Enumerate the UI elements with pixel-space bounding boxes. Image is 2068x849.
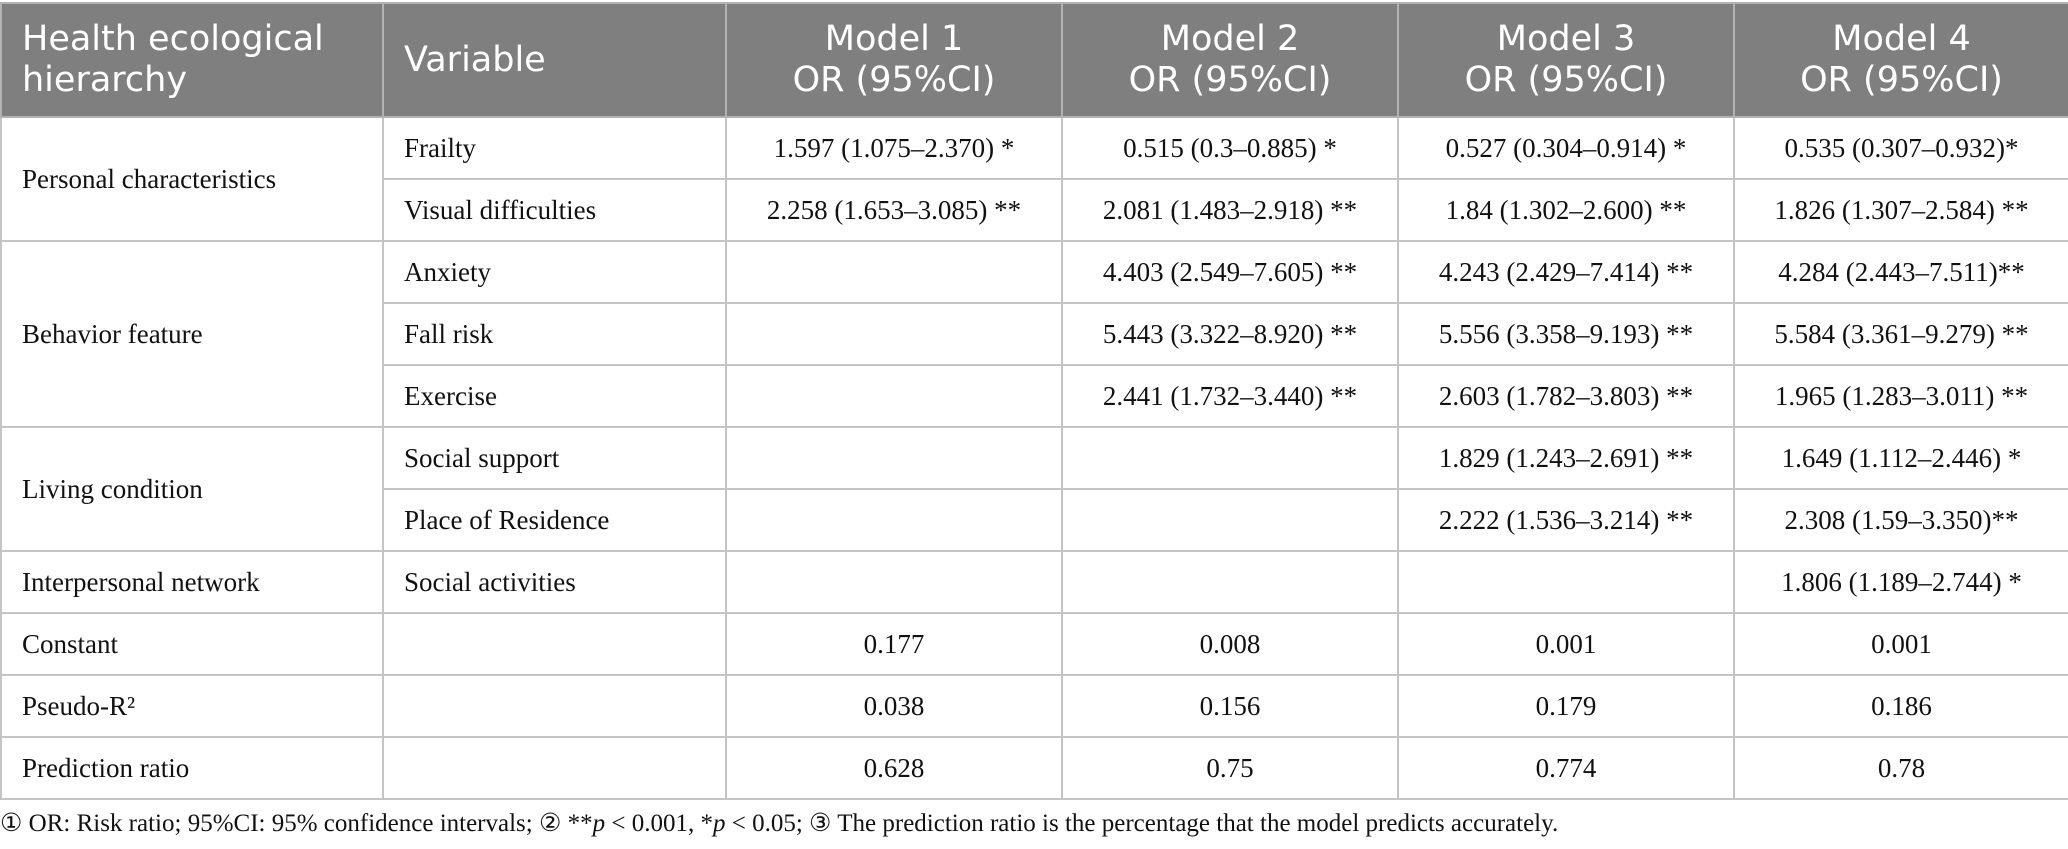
value-cell: 0.038 [725,674,1063,738]
stat-label: Prediction ratio [0,736,384,800]
value-cell: 0.628 [725,736,1063,800]
value-cell: 2.258 (1.653–3.085) ** [725,178,1063,242]
variable-cell: Social activities [382,550,727,614]
stat-label: Pseudo-R² [0,674,384,738]
value-cell [725,240,1063,304]
value-cell: 1.806 (1.189–2.744) * [1733,550,2068,614]
value-cell: 1.965 (1.283–3.011) ** [1733,364,2068,428]
value-cell: 0.774 [1397,736,1735,800]
value-cell [1061,426,1399,490]
table-row: Place of Residence 2.222 (1.536–3.214) *… [1,488,2068,552]
value-cell: 4.243 (2.429–7.414) ** [1397,240,1735,304]
table-row: Interpersonal network Social activities … [0,550,2068,614]
table-row: Visual difficulties 2.258 (1.653–3.085) … [1,178,2068,242]
group-label: Interpersonal network [0,550,384,614]
variable-cell [382,674,727,738]
value-cell [1061,488,1399,552]
value-cell [1061,550,1399,614]
stat-label: Constant [0,612,384,676]
group-label: Living condition [0,426,384,552]
value-cell: 0.78 [1733,736,2068,800]
value-cell: 1.649 (1.112–2.446) * [1733,426,2068,490]
variable-cell: Anxiety [382,240,727,304]
group-label: Behavior feature [0,240,384,428]
header-model-3: Model 3 OR (95%CI) [1397,2,1735,118]
value-cell: 2.441 (1.732–3.440) ** [1061,364,1399,428]
value-cell [725,550,1063,614]
variable-cell [382,736,727,800]
variable-cell: Fall risk [382,302,727,366]
table-row: Exercise 2.441 (1.732–3.440) ** 2.603 (1… [1,364,2068,428]
variable-cell: Social support [382,426,727,490]
value-cell: 0.001 [1397,612,1735,676]
value-cell: 0.527 (0.304–0.914) * [1397,116,1735,180]
variable-cell: Exercise [382,364,727,428]
table-footnote: ① OR: Risk ratio; 95%CI: 95% confidence … [0,810,1559,837]
value-cell: 0.515 (0.3–0.885) * [1061,116,1399,180]
table-header: Health ecological hierarchy Variable Mode… [0,2,2068,118]
value-cell: 2.308 (1.59–3.350)** [1733,488,2068,552]
value-cell [725,302,1063,366]
value-cell [725,364,1063,428]
table-body: Personal characteristics Frailty 1.597 (… [0,116,2068,800]
value-cell: 5.556 (3.358–9.193) ** [1397,302,1735,366]
table-row: Behavior feature Anxiety 4.403 (2.549–7.… [0,240,2068,428]
value-cell: 1.826 (1.307–2.584) ** [1733,178,2068,242]
value-cell: 0.186 [1733,674,2068,738]
value-cell [1397,550,1735,614]
value-cell: 1.829 (1.243–2.691) ** [1397,426,1735,490]
value-cell [725,426,1063,490]
value-cell: 0.75 [1061,736,1399,800]
value-cell: 1.84 (1.302–2.600) ** [1397,178,1735,242]
value-cell: 0.179 [1397,674,1735,738]
value-cell [725,488,1063,552]
table-row: Pseudo-R² 0.038 0.156 0.179 0.186 [0,674,2068,738]
group-label: Personal characteristics [0,116,384,242]
table-row: Personal characteristics Frailty 1.597 (… [0,116,2068,242]
variable-cell: Place of Residence [382,488,727,552]
table-row: Constant 0.177 0.008 0.001 0.001 [0,612,2068,676]
table-row: Fall risk 5.443 (3.322–8.920) ** 5.556 (… [1,302,2068,366]
value-cell: 2.603 (1.782–3.803) ** [1397,364,1735,428]
header-model-4: Model 4 OR (95%CI) [1733,2,2068,118]
value-cell: 0.001 [1733,612,2068,676]
table-row: Prediction ratio 0.628 0.75 0.774 0.78 [0,736,2068,800]
header-hierarchy: Health ecological hierarchy [0,2,384,118]
value-cell: 2.222 (1.536–3.214) ** [1397,488,1735,552]
variable-cell [382,612,727,676]
table-row: Living condition Social support 1.829 (1… [0,426,2068,552]
value-cell: 5.584 (3.361–9.279) ** [1733,302,2068,366]
header-model-1: Model 1 OR (95%CI) [725,2,1063,118]
variable-cell: Visual difficulties [382,178,727,242]
variable-cell: Frailty [382,116,727,180]
header-variable: Variable [382,2,727,118]
header-model-2: Model 2 OR (95%CI) [1061,2,1399,118]
value-cell: 1.597 (1.075–2.370) * [725,116,1063,180]
value-cell: 2.081 (1.483–2.918) ** [1061,178,1399,242]
value-cell: 0.156 [1061,674,1399,738]
value-cell: 4.284 (2.443–7.511)** [1733,240,2068,304]
value-cell: 5.443 (3.322–8.920) ** [1061,302,1399,366]
value-cell: 0.177 [725,612,1063,676]
value-cell: 4.403 (2.549–7.605) ** [1061,240,1399,304]
value-cell: 0.008 [1061,612,1399,676]
value-cell: 0.535 (0.307–0.932)* [1733,116,2068,180]
results-table: Health ecological hierarchy Variable Mode… [0,2,2068,800]
